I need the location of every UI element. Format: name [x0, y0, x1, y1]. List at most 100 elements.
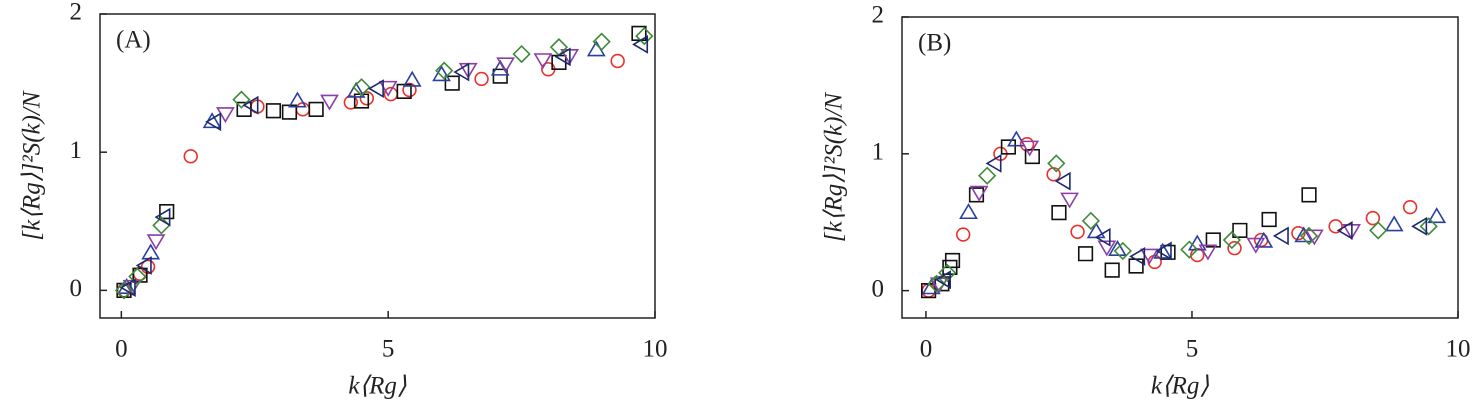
y-tick-label: 0 [872, 275, 885, 302]
marker [1205, 232, 1221, 248]
marker [346, 81, 366, 98]
marker [1094, 227, 1111, 247]
panel-label: (B) [918, 30, 951, 57]
y-axis-label: [k⟨Rg⟩]²S(k)/N [821, 92, 848, 243]
panel-label: (A) [116, 27, 151, 54]
marker [183, 149, 198, 164]
marker [474, 71, 489, 87]
marker [1020, 140, 1040, 157]
marker [402, 70, 422, 87]
marker [432, 65, 451, 82]
marker [1180, 240, 1199, 259]
marker [592, 32, 611, 51]
marker [281, 104, 298, 120]
marker [533, 53, 553, 70]
x-tick-label: 10 [1446, 336, 1471, 363]
marker [1019, 137, 1035, 152]
marker [1198, 244, 1218, 261]
marker [1113, 241, 1132, 261]
marker [288, 91, 307, 108]
marker [1427, 207, 1447, 224]
marker [1140, 248, 1159, 265]
marker [1411, 216, 1428, 236]
y-tick-label: 1 [872, 139, 885, 166]
x-tick-label: 0 [920, 336, 933, 363]
marker [128, 267, 147, 286]
marker [1246, 237, 1266, 254]
marker [955, 227, 971, 242]
marker [295, 102, 310, 117]
y-tick-label: 2 [872, 2, 885, 29]
marker [242, 95, 259, 115]
marker [921, 283, 937, 299]
marker [1047, 154, 1066, 173]
y-axis-label: [k⟨Rg⟩]²S(k)/N [19, 90, 46, 241]
marker [1006, 130, 1026, 147]
marker [1000, 139, 1017, 155]
marker [496, 57, 515, 74]
marker [320, 94, 339, 111]
marker [1301, 187, 1317, 203]
marker [1128, 258, 1144, 274]
marker [921, 278, 941, 295]
marker [631, 25, 647, 41]
marker [1104, 262, 1120, 278]
marker [1294, 226, 1314, 243]
y-tick-label: 2 [70, 0, 83, 26]
plot-frame [901, 16, 1459, 319]
marker [944, 252, 961, 269]
x-axis-label: k⟨Rg⟩ [1151, 373, 1210, 400]
marker [444, 75, 460, 91]
x-tick-label: 5 [382, 336, 395, 363]
marker [938, 263, 957, 282]
marker [1299, 226, 1319, 246]
x-tick-label: 10 [643, 336, 668, 363]
marker [635, 26, 654, 46]
marker [1227, 241, 1242, 256]
marker [1086, 222, 1106, 239]
marker [232, 90, 251, 109]
marker [352, 78, 371, 97]
marker [343, 95, 359, 110]
marker [1304, 229, 1324, 246]
x-tick-label: 0 [115, 336, 128, 363]
marker [969, 185, 989, 202]
marker [1328, 219, 1343, 234]
marker [551, 54, 567, 70]
marker [308, 101, 324, 117]
marker [977, 166, 997, 185]
marker [159, 204, 175, 220]
y-tick-label: 1 [70, 137, 83, 164]
marker [1129, 247, 1146, 266]
marker [396, 83, 412, 99]
marker [1051, 205, 1067, 221]
marker [1108, 240, 1127, 256]
marker [1081, 211, 1101, 230]
marker [985, 153, 1002, 173]
marker [1384, 215, 1404, 232]
marker [435, 61, 454, 80]
marker [632, 35, 649, 54]
marker [205, 112, 222, 132]
marker [1147, 254, 1162, 270]
marker [1046, 167, 1061, 182]
marker [135, 256, 152, 275]
marker [146, 234, 166, 251]
marker [1272, 226, 1289, 246]
marker [934, 270, 951, 290]
marker [1024, 148, 1040, 165]
marker [959, 203, 978, 220]
marker [119, 278, 136, 297]
marker [154, 207, 171, 227]
marker [114, 281, 134, 300]
marker [216, 107, 235, 124]
marker [1097, 240, 1117, 257]
marker [492, 68, 508, 84]
marker [512, 44, 531, 64]
marker [1369, 221, 1388, 240]
marker [1254, 231, 1274, 248]
marker [1261, 211, 1277, 228]
marker [353, 93, 370, 109]
marker [453, 62, 470, 82]
